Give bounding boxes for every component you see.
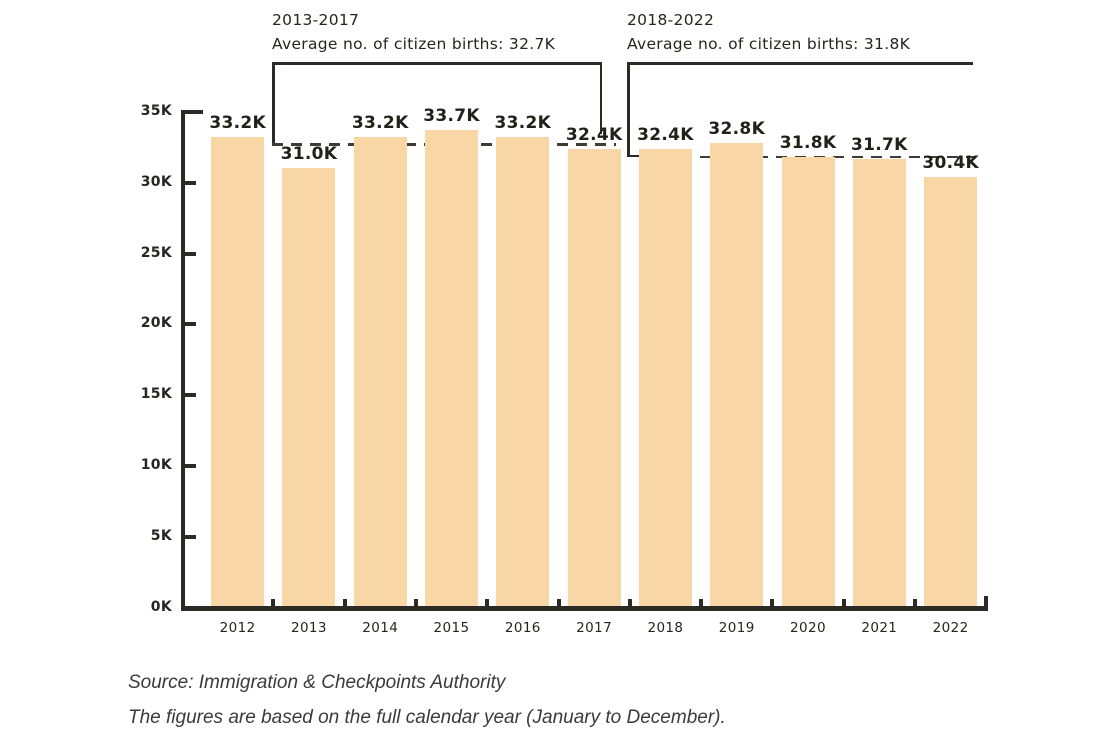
bar-value-2015: 33.7K	[423, 106, 480, 127]
x-tick-1	[271, 599, 276, 606]
bar-slot-2018: 32.4K 2018	[630, 0, 701, 636]
bar-value-2013: 31.0K	[280, 144, 338, 165]
bar-2012	[211, 137, 265, 606]
x-tick-9	[841, 599, 846, 606]
x-tick-5	[556, 599, 561, 606]
y-tick-30K	[181, 180, 196, 185]
y-tick-label-5K: 5K	[150, 528, 172, 545]
bar-2015	[425, 130, 479, 606]
bar-slot-2021: 31.7K 2021	[844, 0, 915, 636]
x-tick-label-2016: 2016	[504, 620, 541, 636]
bar-value-2014: 33.2K	[351, 113, 409, 134]
annotation-period-2: 2018-2022	[627, 11, 715, 29]
x-axis-right-cap	[984, 596, 988, 607]
bar-value-2021: 31.7K	[851, 134, 908, 155]
x-tick-3	[413, 599, 418, 606]
y-tick-20K	[181, 322, 196, 327]
bar-2021	[852, 158, 906, 606]
y-tick-label-30K: 30K	[140, 173, 172, 190]
bar-2019	[710, 142, 764, 606]
bar-value-2022: 30.4K	[922, 152, 979, 173]
annotation-period-1: 2013-2017	[272, 11, 360, 29]
bar-slot-2022: 30.4K 2022	[915, 0, 986, 636]
bracket-1-horizontal	[272, 62, 602, 65]
x-tick-label-2012: 2012	[219, 620, 256, 636]
y-tick-label-15K: 15K	[140, 386, 172, 403]
y-tick-label-10K: 10K	[140, 457, 172, 474]
bar-value-2012: 33.2K	[209, 113, 266, 134]
bar-value-2016: 33.2K	[494, 113, 552, 134]
annotation-2013-2017: 2013-2017 Average no. of citizen births:…	[272, 8, 555, 56]
bar-slot-2017: 32.4K 2017	[559, 0, 630, 636]
note-line: The figures are based on the full calend…	[128, 707, 726, 728]
bar-value-2019: 32.8K	[708, 118, 766, 139]
x-tick-label-2019: 2019	[718, 620, 755, 636]
x-tick-2	[342, 599, 347, 606]
y-tick-15K	[181, 393, 196, 398]
y-tick-10K	[181, 464, 196, 469]
y-axis-spine	[181, 109, 185, 611]
y-tick-label-25K: 25K	[140, 244, 172, 261]
x-tick-label-2020: 2020	[790, 620, 827, 636]
bracket-2-foot	[627, 154, 639, 157]
bar-2016	[496, 137, 550, 606]
y-tick-25K	[181, 251, 196, 256]
x-axis-line	[181, 606, 988, 611]
x-tick-label-2013: 2013	[290, 620, 327, 636]
bar-slot-2014: 33.2K 2014	[345, 0, 416, 636]
annotation-2018-2022: 2018-2022 Average no. of citizen births:…	[627, 8, 910, 56]
bar-slot-2012: 33.2K 2012	[202, 0, 273, 636]
bracket-2-left-vertical	[627, 62, 630, 157]
x-tick-label-2017: 2017	[576, 620, 613, 636]
x-tick-label-2021: 2021	[861, 620, 898, 636]
bracket-2-horizontal	[627, 62, 973, 65]
bar-value-2020: 31.8K	[779, 133, 837, 154]
x-tick-label-2018: 2018	[647, 620, 684, 636]
bar-slot-2013: 31.0K 2013	[273, 0, 344, 636]
x-tick-label-2014: 2014	[362, 620, 399, 636]
bar-2020	[781, 157, 835, 606]
bar-2018	[638, 148, 692, 606]
y-tick-label-20K: 20K	[140, 315, 172, 332]
bracket-1-right-vertical	[599, 62, 602, 134]
x-tick-10	[913, 599, 917, 606]
bar-slot-2020: 31.8K 2020	[772, 0, 843, 636]
x-tick-7	[699, 599, 704, 606]
y-tick-label-35K: 35K	[140, 102, 172, 119]
x-tick-label-2022: 2022	[932, 620, 969, 636]
annotation-text-2: Average no. of citizen births: 31.8K	[627, 35, 911, 53]
bar-value-2017: 32.4K	[565, 124, 623, 145]
y-tick-label-0K: 0K	[150, 599, 172, 616]
bar-slot-2015: 33.7K 2015	[416, 0, 487, 636]
average-dashed-line-2018-2022	[643, 155, 975, 159]
x-tick-6	[627, 599, 632, 606]
bar-2022	[924, 176, 978, 606]
bar-value-2018: 32.4K	[637, 124, 694, 145]
bar-2014	[353, 137, 407, 606]
bar-slot-2019: 32.8K 2019	[701, 0, 772, 636]
bar-2017	[567, 148, 621, 606]
x-tick-8	[770, 599, 775, 606]
x-tick-4	[485, 599, 490, 606]
y-axis-top-cap	[181, 109, 203, 114]
source-line: Source: Immigration & Checkpoints Author…	[128, 672, 506, 693]
annotation-text-1: Average no. of citizen births: 32.7K	[272, 35, 556, 53]
y-tick-5K	[181, 535, 196, 540]
x-tick-label-2015: 2015	[433, 620, 470, 636]
bar-2013	[282, 168, 336, 606]
bar-slot-2016: 33.2K 2016	[487, 0, 558, 636]
bracket-1-left-vertical	[272, 62, 275, 144]
